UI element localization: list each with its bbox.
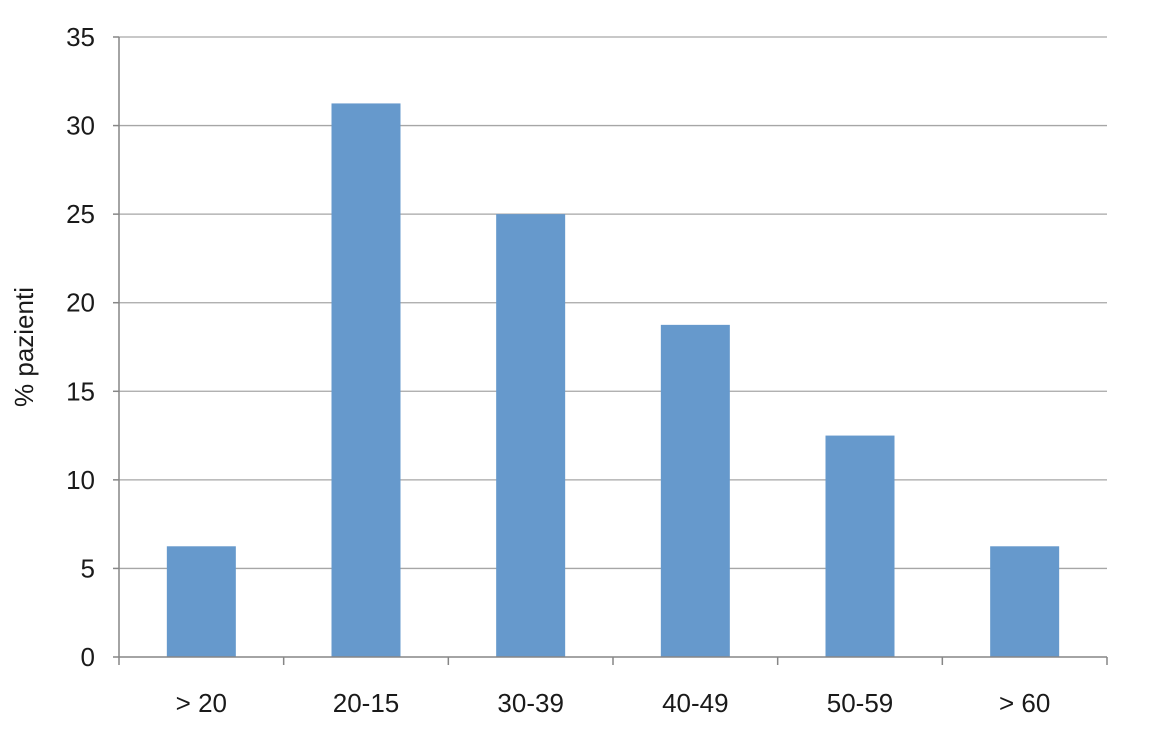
y-tick-labels: 0 5 10 15 20 25 30 35: [66, 22, 95, 672]
y-tick-label: 10: [66, 465, 95, 495]
x-tick-label: 20-15: [333, 688, 400, 718]
y-tick-label: 30: [66, 111, 95, 141]
y-tick-label: 5: [81, 553, 95, 583]
gridlines: [119, 36, 1107, 570]
y-tick-label: 35: [66, 22, 95, 52]
y-tick-label: 0: [81, 642, 95, 672]
x-tick-labels: > 20 20-15 30-39 40-49 50-59 > 60: [176, 688, 1051, 718]
bar: [331, 103, 401, 657]
x-tick-label: > 60: [999, 688, 1050, 718]
bar: [825, 435, 895, 657]
y-tick-label: 15: [66, 376, 95, 406]
x-tick-label: 30-39: [497, 688, 564, 718]
y-tick-label: 25: [66, 199, 95, 229]
y-axis-title: % pazienti: [9, 287, 39, 407]
y-tick-label: 20: [66, 288, 95, 318]
bar: [496, 214, 566, 657]
bar: [990, 546, 1060, 657]
axes: [113, 36, 1108, 665]
bars: [166, 103, 1060, 657]
bar: [166, 546, 236, 657]
bar: [660, 324, 730, 657]
x-tick-label: > 20: [176, 688, 227, 718]
x-tick-label: 40-49: [662, 688, 729, 718]
x-tick-label: 50-59: [827, 688, 894, 718]
